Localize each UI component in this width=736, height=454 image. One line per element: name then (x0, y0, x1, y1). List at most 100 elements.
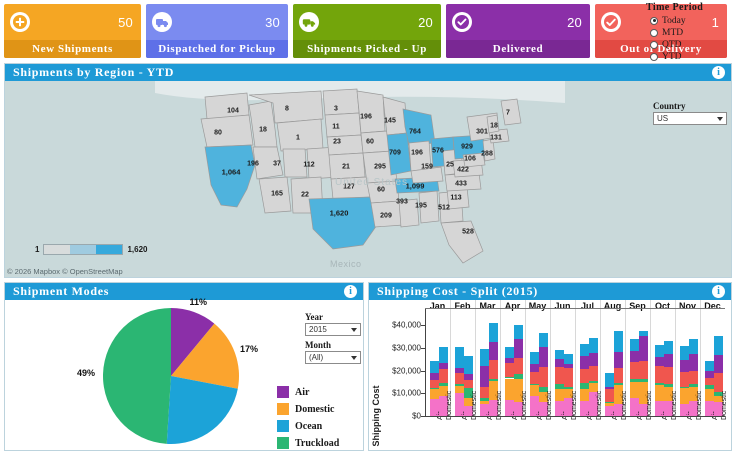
map-canvas[interactable]: 104 80 1,064 18 196 8 1 37 165 112 22 3 11 23 21 127 1,6… (5, 81, 731, 277)
bar-segment[interactable] (554, 388, 564, 402)
bar-segment[interactable] (704, 388, 714, 401)
bar-segment[interactable] (688, 401, 698, 416)
bar-segment[interactable] (488, 399, 498, 416)
bar-segment[interactable] (504, 400, 514, 416)
info-icon[interactable]: i (712, 66, 725, 79)
bar-segment[interactable] (688, 338, 698, 354)
bar-segment[interactable] (613, 383, 623, 385)
info-icon[interactable]: i (712, 285, 725, 298)
bar-segment[interactable] (554, 349, 564, 360)
bar-segment[interactable] (604, 386, 614, 389)
bar-segment[interactable] (538, 392, 548, 403)
bar-segment[interactable] (429, 361, 439, 373)
bar-segment[interactable] (438, 369, 448, 384)
bar-segment[interactable] (654, 385, 664, 401)
radio-button[interactable] (650, 52, 658, 61)
bar-segment[interactable] (679, 359, 689, 373)
pie-legend-item-air[interactable]: Air (277, 386, 339, 398)
bar-segment[interactable] (438, 385, 448, 397)
map-state-wi[interactable] (382, 96, 408, 136)
bar-segment[interactable] (713, 391, 723, 396)
bar-segment[interactable] (513, 324, 523, 340)
bar-segment[interactable] (688, 386, 698, 401)
pie-legend-item-truckload[interactable]: Truckload (277, 437, 339, 449)
map-state-az[interactable] (258, 176, 292, 214)
bar-segment[interactable] (513, 378, 523, 402)
bar-segment[interactable] (538, 367, 548, 388)
pie-slice-domestic[interactable] (171, 323, 239, 389)
radio-button[interactable] (650, 40, 658, 49)
bar-segment[interactable] (713, 372, 723, 392)
bar-segment[interactable] (654, 383, 664, 386)
bar-segment[interactable] (554, 367, 564, 385)
time-period-option-ytd[interactable]: YTD (644, 51, 732, 62)
bar-segment[interactable] (479, 401, 489, 405)
bar-segment[interactable] (604, 401, 614, 404)
kpi-card-delivered[interactable]: 20 Delivered (446, 4, 590, 58)
bar-segment[interactable] (588, 365, 598, 381)
shipping-cost-bar-chart[interactable]: Shipping Cost $0 $10,000 $20,000 $30,000 $40,… (369, 300, 731, 450)
bar-segment[interactable] (513, 357, 523, 375)
bar-segment[interactable] (613, 352, 623, 369)
bar-segment[interactable] (579, 368, 589, 384)
bar-segment[interactable] (613, 368, 623, 384)
map-state-md[interactable] (462, 152, 486, 168)
bar-segment[interactable] (479, 349, 489, 366)
bar-segment[interactable] (638, 336, 648, 361)
bar-segment[interactable] (463, 356, 473, 375)
bar-segment[interactable] (529, 351, 539, 365)
bar-segment[interactable] (463, 398, 473, 406)
bar-segment[interactable] (504, 376, 514, 379)
year-select[interactable]: 2015 (305, 323, 361, 336)
bar-segment[interactable] (438, 396, 448, 416)
bar-segment[interactable] (563, 386, 573, 389)
bar-segment[interactable] (588, 338, 598, 353)
bar-segment[interactable] (563, 368, 573, 387)
bar-segment[interactable] (554, 384, 564, 389)
shipment-modes-pie-chart[interactable] (101, 308, 241, 453)
radio-button[interactable] (650, 28, 658, 37)
bar-segment[interactable] (563, 397, 573, 416)
time-period-option-qtd[interactable]: QTD (644, 39, 732, 50)
bar-segment[interactable] (579, 343, 589, 357)
bar-segment[interactable] (488, 322, 498, 343)
bar-segment[interactable] (713, 354, 723, 373)
bar-segment[interactable] (504, 357, 514, 363)
bar-segment[interactable] (488, 380, 498, 400)
bar-segment[interactable] (463, 405, 473, 416)
bar-segment[interactable] (629, 338, 639, 351)
bar-segment[interactable] (579, 388, 589, 402)
bar-segment[interactable] (538, 346, 548, 368)
map-state-me[interactable] (500, 98, 522, 126)
bar-segment[interactable] (513, 374, 523, 379)
bar-segment[interactable] (588, 382, 598, 392)
bar-segment[interactable] (563, 353, 573, 364)
kpi-card-out-of-delivery[interactable]: 1 Out of Delivery (595, 4, 727, 58)
kpi-card-shipments-picked-up[interactable]: 20 Shipments Picked - Up (293, 4, 441, 58)
bar-segment[interactable] (688, 383, 698, 387)
bar-segment[interactable] (429, 372, 439, 380)
bar-segment[interactable] (613, 403, 623, 416)
radio-button[interactable] (650, 16, 658, 25)
bar-segment[interactable] (613, 384, 623, 404)
bar-segment[interactable] (529, 384, 539, 396)
bar-segment[interactable] (663, 401, 673, 416)
bar-segment[interactable] (663, 366, 673, 385)
bar-segment[interactable] (654, 345, 664, 357)
bar-segment[interactable] (554, 359, 564, 368)
bar-segment[interactable] (438, 347, 448, 364)
bar-segment[interactable] (704, 370, 714, 379)
bar-segment[interactable] (429, 398, 439, 416)
bar-segment[interactable] (629, 361, 639, 380)
bar-segment[interactable] (638, 403, 648, 416)
bar-segment[interactable] (513, 401, 523, 416)
bar-segment[interactable] (663, 384, 673, 387)
map-state-nd[interactable] (322, 88, 360, 116)
bar-segment[interactable] (488, 342, 498, 360)
bar-segment[interactable] (704, 378, 714, 386)
time-period-option-today[interactable]: Today (644, 15, 732, 26)
bar-segment[interactable] (488, 378, 498, 381)
bar-segment[interactable] (513, 339, 523, 358)
bar-segment[interactable] (504, 362, 514, 377)
map-state-wa[interactable] (204, 92, 250, 120)
